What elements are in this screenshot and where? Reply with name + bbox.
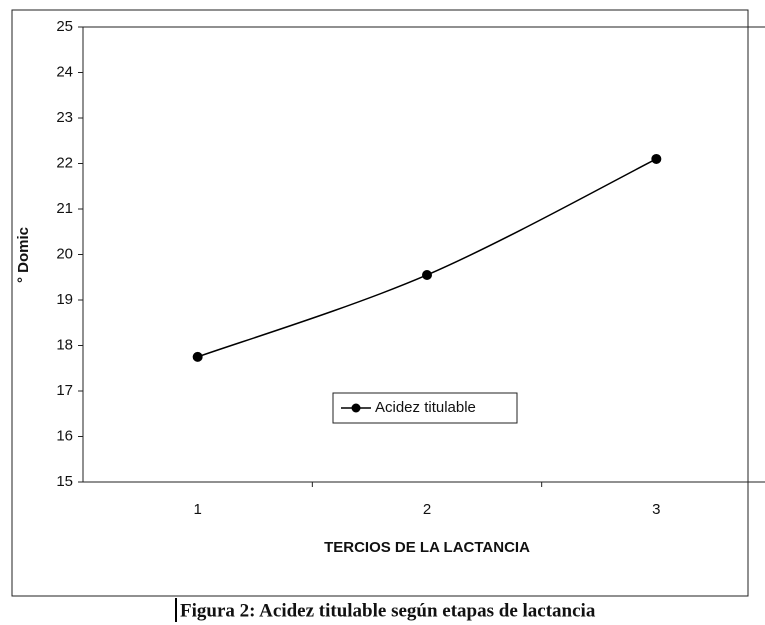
legend-label: Acidez titulable [375, 399, 476, 416]
y-tick-label: 25 [56, 18, 73, 35]
y-axis-label: ° Domic [15, 227, 32, 283]
caption: Figura 2: Acidez titulable según etapas … [180, 600, 596, 621]
data-point [192, 351, 203, 362]
legend-marker [351, 403, 361, 413]
data-point [422, 269, 432, 280]
chart-frame [11, 9, 749, 597]
y-tick-label: 18 [56, 336, 73, 353]
y-tick-label: 17 [56, 382, 73, 399]
y-tick-label: 20 [56, 245, 73, 262]
x-tick-label: 3 [652, 501, 660, 518]
x-axis-label: TERCIOS DE LA LACTANCIA [324, 539, 530, 556]
data-point [651, 153, 662, 164]
y-tick-label: 19 [56, 291, 73, 308]
y-tick-label: 21 [56, 200, 73, 217]
y-tick-label: 15 [56, 473, 73, 490]
y-tick-label: 24 [56, 63, 73, 80]
y-tick-label: 23 [56, 109, 73, 126]
x-tick-label: 2 [423, 501, 431, 518]
y-tick-label: 22 [56, 154, 73, 171]
x-tick-label: 1 [193, 501, 201, 518]
y-tick-label: 16 [56, 427, 73, 444]
series-line [197, 158, 657, 358]
